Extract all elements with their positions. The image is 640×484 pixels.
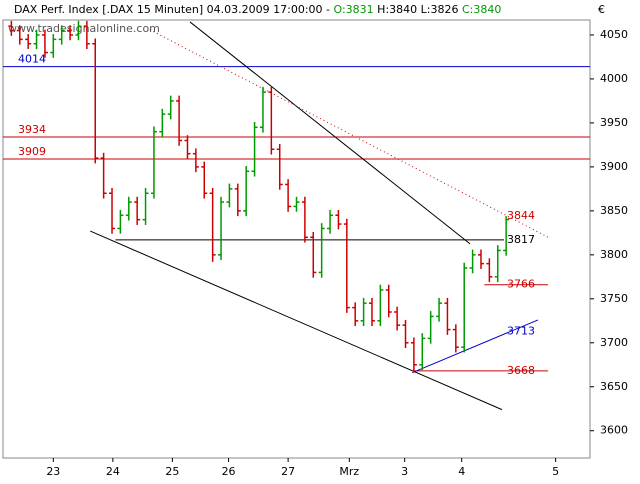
- header-part: DAX Perf. Index [.DAX 15 Minuten] 04.03.…: [14, 3, 334, 16]
- x-tick-label: 24: [106, 465, 120, 478]
- trend-line: [149, 29, 549, 238]
- y-tick-label: 3700: [600, 336, 628, 349]
- x-tick-label: 23: [46, 465, 60, 478]
- header-part: H:3840 L:3826: [374, 3, 462, 16]
- x-tick-label: 27: [281, 465, 295, 478]
- x-tick-label: 3: [401, 465, 408, 478]
- y-tick-label: 3900: [600, 160, 628, 173]
- level-label: 4014: [18, 53, 46, 66]
- x-tick-label: 26: [222, 465, 236, 478]
- x-tick-label: 5: [552, 465, 559, 478]
- header-part: O:3831: [334, 3, 374, 16]
- currency: €: [598, 3, 605, 16]
- line-label: 3713: [507, 324, 535, 337]
- trend-line: [189, 21, 471, 245]
- y-tick-label: 3950: [600, 116, 628, 129]
- label-box: [504, 232, 534, 247]
- y-tick-label: 3800: [600, 248, 628, 261]
- line-label: 3668: [507, 364, 535, 377]
- line-label: 3766: [507, 278, 535, 291]
- watermark: www.tradesignalonline.com: [8, 22, 160, 35]
- x-tick-label: Mrz: [339, 465, 359, 478]
- trend-line: [90, 230, 503, 411]
- y-tick-label: 3600: [600, 424, 628, 437]
- y-tick-label: 3750: [600, 292, 628, 305]
- y-tick-label: 4000: [600, 72, 628, 85]
- x-tick-label: 25: [165, 465, 179, 478]
- line-label: 3817: [507, 233, 535, 246]
- y-tick-label: 3850: [600, 204, 628, 217]
- y-tick-label: 4050: [600, 28, 628, 41]
- plot-frame: [2, 19, 591, 459]
- header-part: C:3840: [462, 3, 501, 16]
- header: DAX Perf. Index [.DAX 15 Minuten] 04.03.…: [14, 3, 501, 16]
- trend-line: [412, 319, 539, 374]
- level-label: 3909: [18, 145, 46, 158]
- x-tick-label: 4: [458, 465, 465, 478]
- y-tick-label: 3650: [600, 380, 628, 393]
- level-label: 3934: [18, 123, 46, 136]
- line-label: 3844: [507, 209, 535, 222]
